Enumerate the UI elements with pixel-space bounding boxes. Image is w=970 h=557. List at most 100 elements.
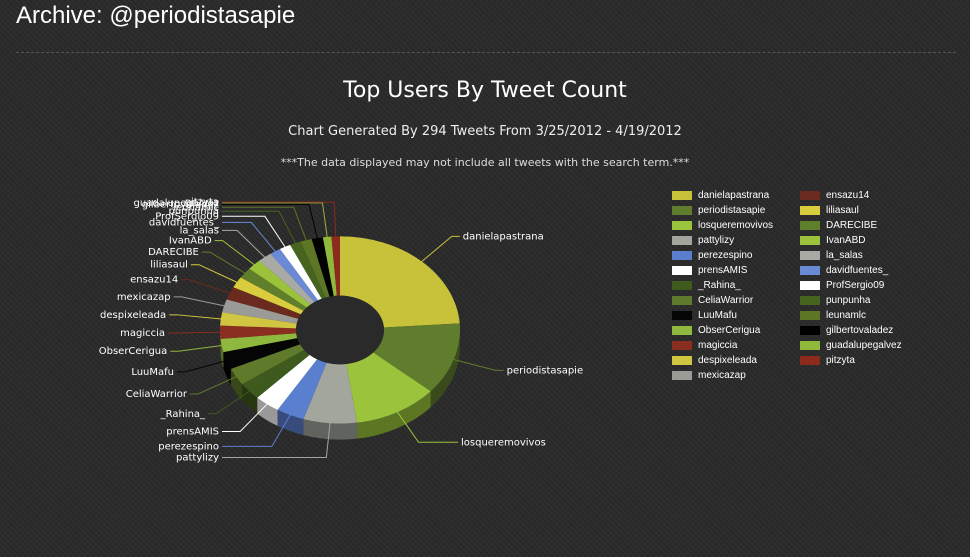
legend-swatch	[672, 191, 692, 200]
slice-label: magiccia	[120, 328, 165, 339]
slice-label: pattylizy	[176, 452, 219, 463]
legend-label: CeliaWarrior	[698, 295, 754, 306]
legend-item: periodistasapie	[672, 203, 812, 218]
slice-label: mexicazap	[117, 292, 171, 303]
slice-label: losqueremovivos	[461, 437, 546, 448]
legend-item: guadalupegalvez	[800, 338, 940, 353]
slice-gilbertovaladez	[311, 237, 334, 297]
leader-line	[170, 344, 228, 352]
legend-label: la_salas	[826, 250, 863, 261]
slice-side	[430, 323, 460, 408]
slice-LuuMafu	[223, 338, 300, 369]
leader-line	[222, 418, 332, 458]
legend-label: guadalupegalvez	[826, 340, 902, 351]
leader-line	[189, 374, 242, 395]
slice-label: ensazu14	[130, 275, 178, 286]
slice-_Rahina_	[242, 349, 310, 398]
leader-line	[222, 202, 329, 242]
leader-line	[201, 251, 250, 277]
legend-swatch	[800, 191, 820, 200]
legend-swatch	[800, 296, 820, 305]
leader-line	[214, 240, 259, 269]
slice-punpunha	[290, 241, 326, 299]
chart-title: Top Users By Tweet Count	[343, 78, 627, 103]
slice-label: guadalupegalvez	[134, 198, 219, 209]
legend-swatch	[672, 206, 692, 215]
slice-label: danielapastrana	[463, 231, 544, 242]
legend-label: despixeleada	[698, 355, 757, 366]
slice-side	[220, 338, 224, 369]
legend-swatch	[800, 341, 820, 350]
legend-swatch	[800, 266, 820, 275]
slice-perezespino	[277, 359, 327, 420]
slice-pattylizy	[303, 362, 358, 424]
legend-item: prensAMIS	[672, 263, 812, 278]
legend-swatch	[672, 371, 692, 380]
leader-line	[417, 235, 460, 266]
slice-label: la_salas	[180, 225, 219, 236]
leader-line	[181, 279, 236, 296]
leader-line	[190, 264, 243, 286]
leader-line	[222, 201, 337, 242]
slice-side	[257, 397, 278, 426]
legend-label: periodistasapie	[698, 205, 766, 216]
legend-label: leunamlc	[826, 310, 867, 321]
slice-despixeleada	[220, 312, 297, 329]
slice-label: pitzyta	[185, 197, 219, 208]
slice-ProfSergio09	[280, 244, 322, 301]
legend-label: ensazu14	[826, 190, 870, 201]
leader-line	[394, 407, 458, 443]
legend-label: mexicazap	[698, 370, 746, 381]
legend-item: magiccia	[672, 338, 812, 353]
slice-side	[223, 352, 231, 385]
legend-label: losqueremovivos	[698, 220, 774, 231]
legend-item: despixeleada	[672, 353, 812, 368]
leader-line	[169, 314, 227, 320]
legend-label: IvanABD	[826, 235, 866, 246]
legend-label: prensAMIS	[698, 265, 748, 276]
chart-note: ***The data displayed may not include al…	[280, 156, 690, 169]
legend-item: gilbertovaladez	[800, 323, 940, 338]
leader-line	[208, 387, 255, 415]
slice-la_salas	[259, 253, 315, 305]
legend-item: _Rahina_	[672, 278, 812, 293]
legend-item: CeliaWarrior	[672, 293, 812, 308]
legend-swatch	[800, 206, 820, 215]
legend-label: pitzyta	[826, 355, 855, 366]
legend-swatch	[800, 236, 820, 245]
leader-line	[448, 357, 504, 371]
slice-label: liliasaul	[150, 260, 188, 271]
legend-label: pattylizy	[698, 235, 735, 246]
slice-side	[242, 384, 258, 414]
legend-item: punpunha	[800, 293, 940, 308]
legend-item: ProfSergio09	[800, 278, 940, 293]
slice-magiccia	[220, 325, 297, 339]
slice-label: davidfuentes_	[149, 217, 220, 228]
legend-label: DARECIBE	[826, 220, 878, 231]
slice-labels: danielapastrana periodistasapie losqueremo…	[99, 197, 583, 463]
legend-swatch	[672, 251, 692, 260]
slice-guadalupegalvez	[322, 236, 337, 297]
donut-hole	[296, 295, 384, 365]
legend-item: ObserCerigua	[672, 323, 812, 338]
legend-swatch	[672, 266, 692, 275]
legend-swatch	[800, 356, 820, 365]
legend-label: ObserCerigua	[698, 325, 761, 336]
leader-line	[222, 229, 269, 262]
legend-swatch	[800, 311, 820, 320]
legend-item: DARECIBE	[800, 218, 940, 233]
slice-mexicazap	[222, 299, 299, 324]
legend-item: ensazu14	[800, 188, 940, 203]
slice-label: gilbertovaladez	[142, 199, 219, 210]
slice-prensAMIS	[257, 354, 318, 410]
leader-line	[222, 400, 271, 432]
slice-IvanABD	[249, 260, 311, 308]
slice-ObserCerigua	[220, 333, 298, 353]
slice-liliasaul	[233, 277, 304, 315]
legend-label: punpunha	[826, 295, 871, 306]
legend-swatch	[672, 281, 692, 290]
slice-label: _Rahina_	[160, 409, 206, 420]
slice-pitzyta	[331, 236, 340, 296]
legend-label: danielapastrana	[698, 190, 770, 201]
